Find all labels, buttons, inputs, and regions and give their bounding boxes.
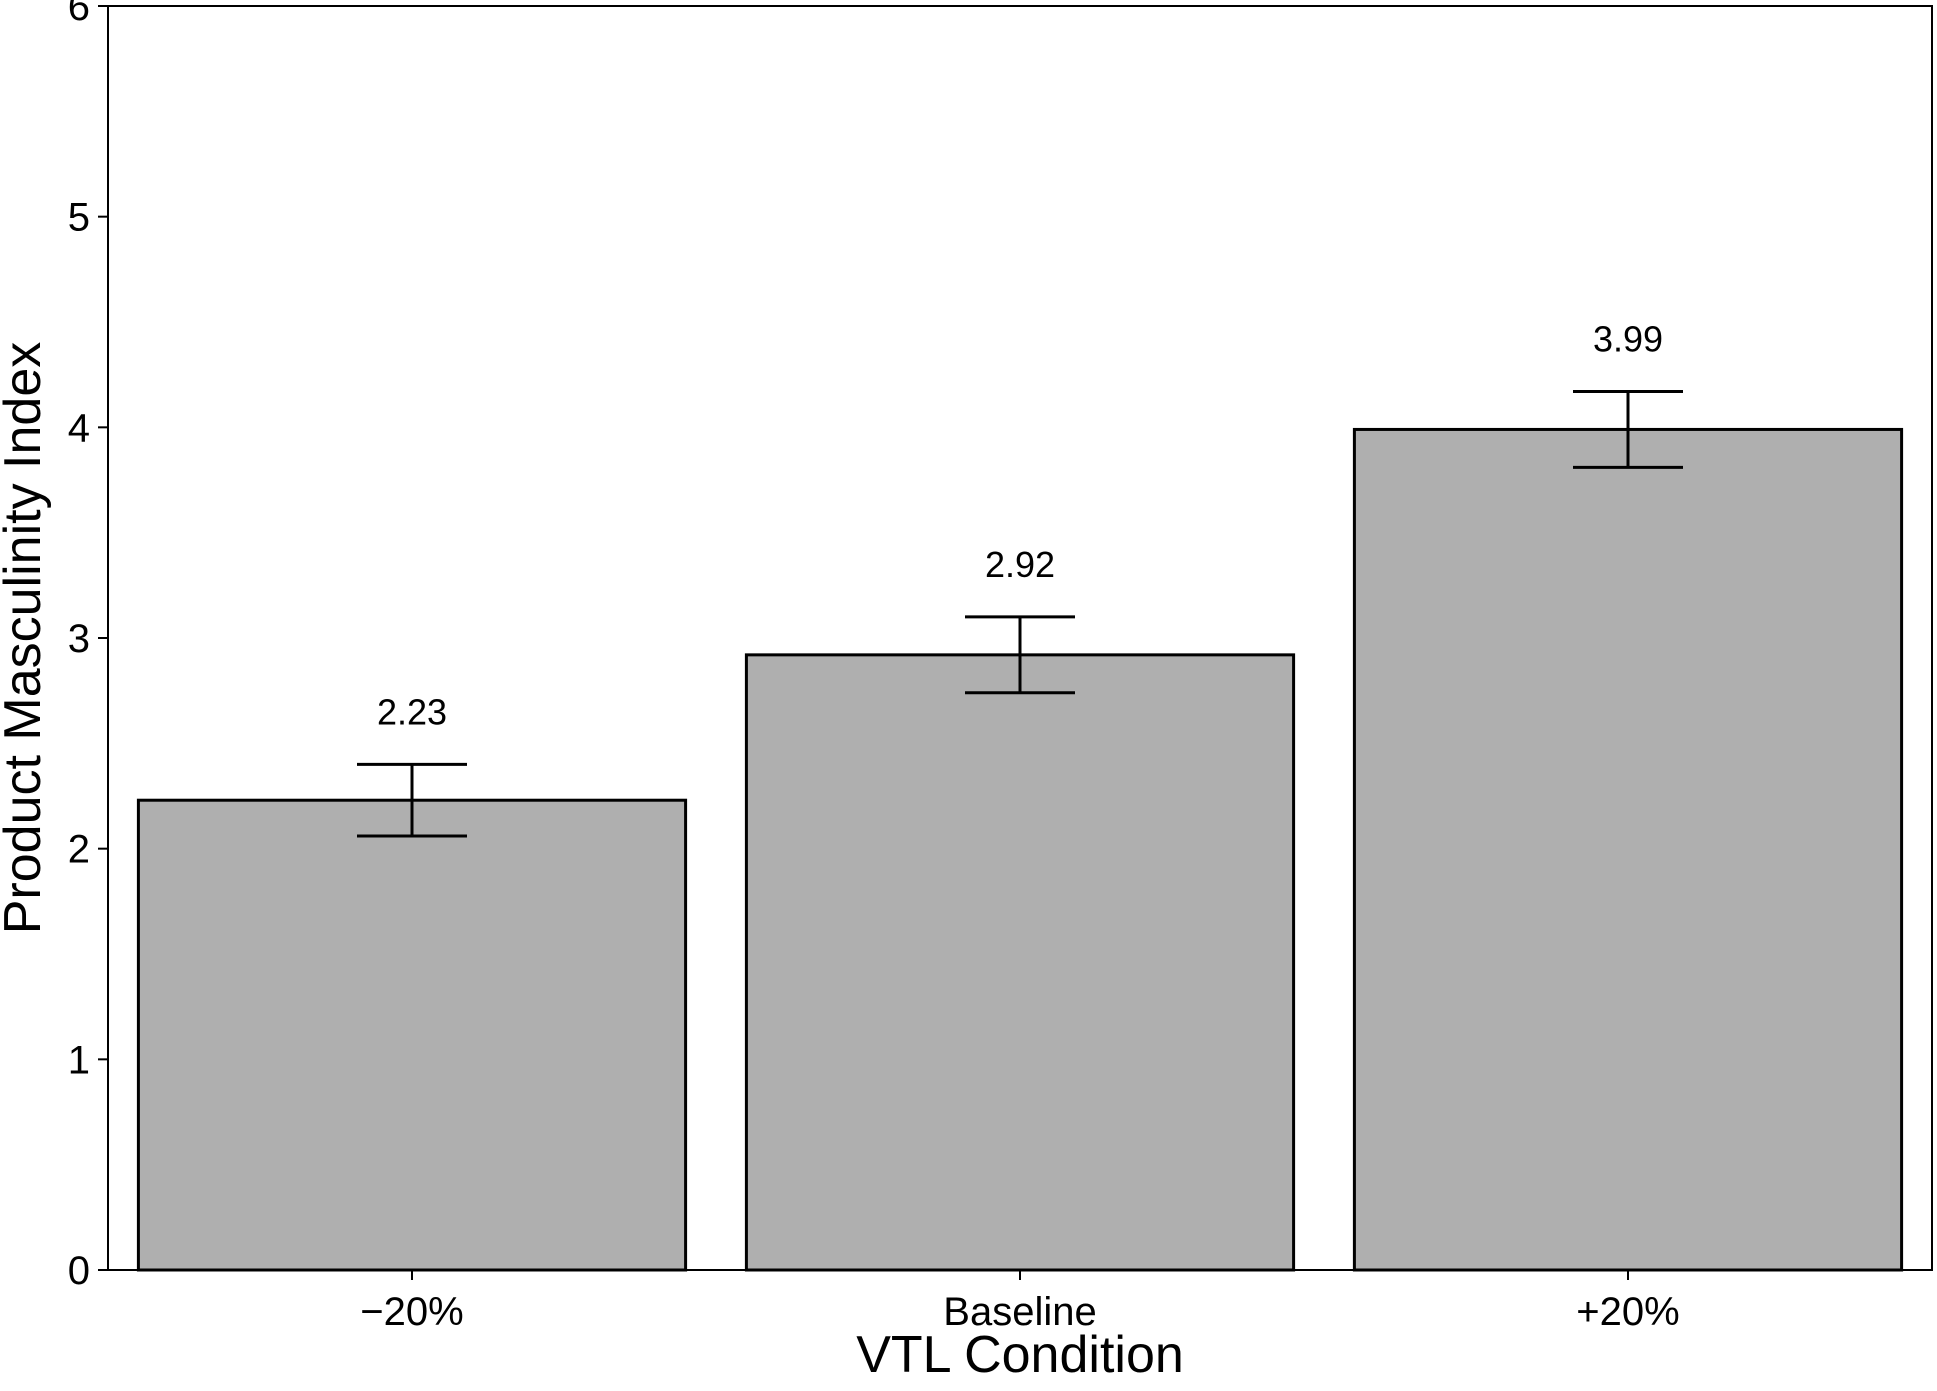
y-tick-label-3: 3 bbox=[68, 617, 90, 661]
error-bars-layer bbox=[357, 390, 1683, 838]
bar-2 bbox=[1352, 427, 1904, 1272]
y-tick-label-5: 5 bbox=[68, 196, 90, 240]
data-label-2: 3.99 bbox=[1593, 319, 1663, 360]
data-label-1: 2.92 bbox=[985, 544, 1055, 585]
x-tick-label-2: +20% bbox=[1576, 1290, 1679, 1334]
bar-1 bbox=[744, 653, 1296, 1272]
y-tick-label-4: 4 bbox=[68, 406, 90, 450]
y-axis-title: Product Masculinity Index bbox=[0, 342, 52, 935]
x-axis-ticks: −20% Baseline +20% bbox=[360, 1270, 1680, 1334]
y-axis-ticks: 0 1 2 3 4 5 6 bbox=[68, 0, 108, 1293]
x-tick-label-0: −20% bbox=[360, 1290, 463, 1334]
y-tick-label-0: 0 bbox=[68, 1249, 90, 1293]
bar-0 bbox=[136, 798, 688, 1272]
data-label-0: 2.23 bbox=[377, 691, 447, 732]
y-tick-label-6: 6 bbox=[68, 0, 90, 29]
data-labels-layer: 2.23 2.92 3.99 bbox=[377, 319, 1663, 733]
x-axis-title: VTL Condition bbox=[856, 1326, 1184, 1384]
x-tick-label-1: Baseline bbox=[943, 1290, 1096, 1334]
y-tick-label-1: 1 bbox=[68, 1038, 90, 1082]
y-tick-label-2: 2 bbox=[68, 828, 90, 872]
